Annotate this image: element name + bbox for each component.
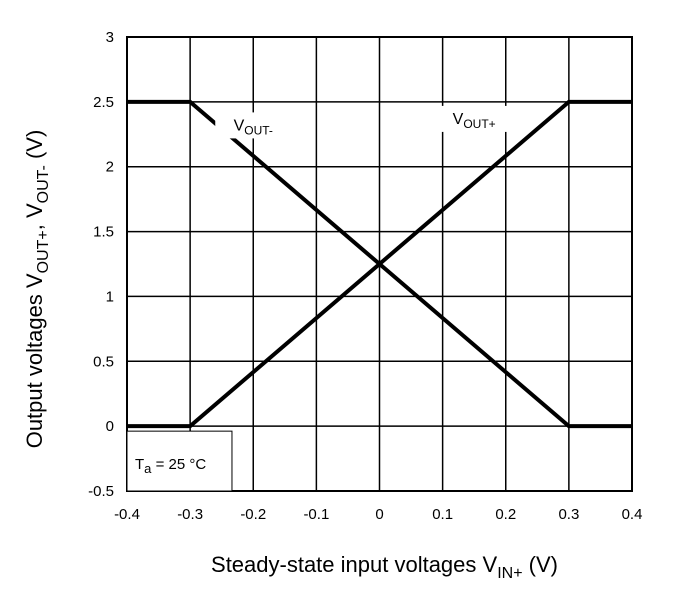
y-tick-label: 0 — [106, 418, 114, 435]
x-axis-label-unit: (V) — [523, 552, 558, 577]
y-tick-label: 0.5 — [93, 353, 114, 370]
x-axis-label-main: Steady-state input voltages V — [211, 552, 497, 577]
y-tick-label: 1 — [106, 288, 114, 305]
x-tick-label: -0.4 — [114, 506, 140, 523]
vout-minus-label-sub: OUT- — [244, 123, 273, 137]
temperature-note-main: T — [135, 456, 144, 473]
y-tick-label: 2.5 — [93, 94, 114, 111]
series-lines — [127, 99, 632, 429]
temperature-note: Ta = 25 °C — [126, 430, 233, 492]
vout-plus-line — [127, 99, 632, 429]
y-axis-label: Output voltages VOUT+, VOUT- (V) — [22, 130, 52, 449]
vout-minus-label: VOUT- — [234, 117, 273, 137]
plot-frame — [126, 36, 633, 492]
y-tick-label: 2 — [106, 159, 114, 176]
vout-minus-label-main: V — [234, 117, 245, 134]
x-tick-label: -0.2 — [240, 506, 266, 523]
x-axis-label: Steady-state input voltages VIN+ (V) — [211, 552, 558, 582]
vout-plus-label-main: V — [453, 111, 464, 128]
vout-plus-label-bg — [436, 105, 513, 132]
y-tick-label: -0.5 — [88, 483, 114, 500]
x-tick-label: -0.3 — [177, 506, 203, 523]
vout-minus-label-bg — [215, 112, 292, 139]
temperature-note-box — [126, 430, 233, 492]
y-tick-label: 1.5 — [93, 224, 114, 241]
vout-plus-label-sub: OUT+ — [463, 117, 495, 131]
x-tick-label: 0.3 — [558, 506, 579, 523]
vout-plus-label: VOUT+ — [453, 111, 496, 131]
y-axis-label-sub2: OUT- — [35, 165, 52, 203]
temperature-note-sub: a — [144, 461, 152, 476]
x-tick-label: 0.1 — [432, 506, 453, 523]
y-axis-label-mid: , V — [22, 203, 47, 230]
x-tick-label: 0.2 — [495, 506, 516, 523]
y-tick-label: 3 — [106, 29, 114, 46]
temperature-note-text: Ta = 25 °C — [135, 456, 206, 476]
y-tick-labels: -0.5 0 0.5 1 1.5 2 2.5 3 — [88, 29, 114, 500]
x-tick-label: 0.4 — [622, 506, 643, 523]
y-axis-label-unit: (V) — [22, 130, 47, 165]
x-tick-label: -0.1 — [303, 506, 329, 523]
y-axis-label-main: Output voltages V — [22, 273, 47, 448]
x-tick-labels: -0.4 -0.3 -0.2 -0.1 0 0.1 0.2 0.3 0.4 — [114, 506, 642, 523]
x-tick-label: 0 — [375, 506, 383, 523]
series-labels: VOUT-VOUT+ — [215, 105, 513, 139]
x-axis-label-sub: IN+ — [497, 565, 522, 582]
temperature-note-rest: = 25 °C — [151, 456, 206, 473]
y-axis-label-sub1: OUT+ — [35, 230, 52, 273]
